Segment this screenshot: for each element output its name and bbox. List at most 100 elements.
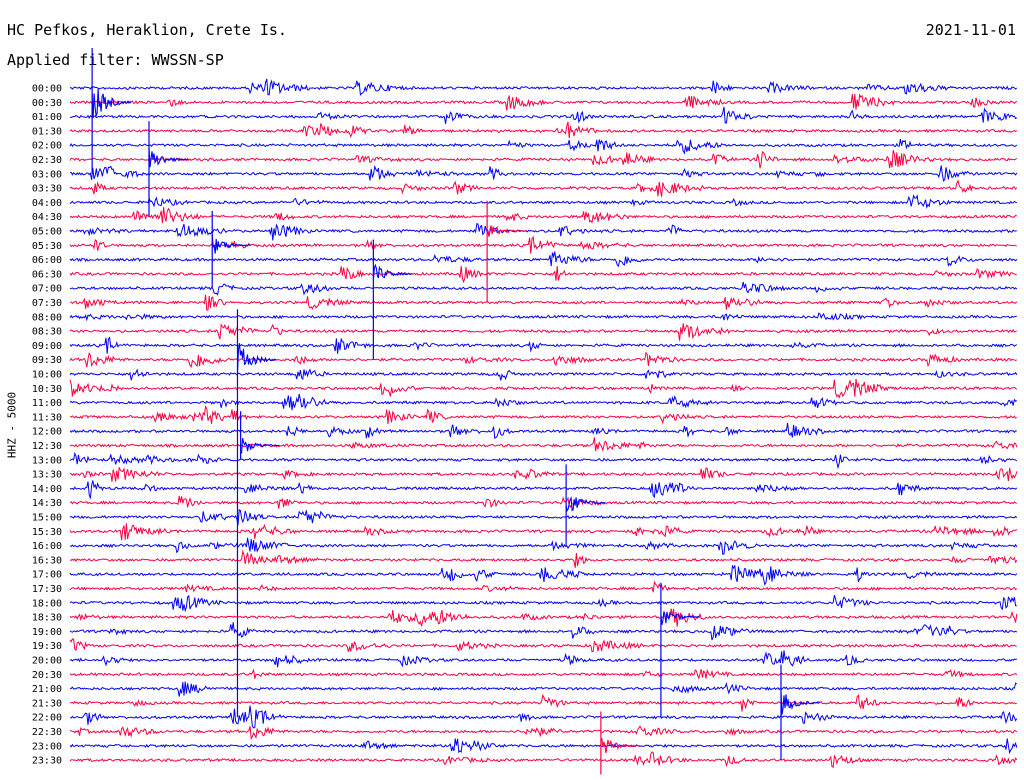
trace-row-0830 <box>69 323 1017 341</box>
row-time-label: 06:00 <box>32 255 62 266</box>
event-coda-3 <box>211 234 252 254</box>
trace-row-1730 <box>69 580 1018 593</box>
trace-row-1530 <box>69 523 1018 541</box>
row-time-label: 19:00 <box>32 627 62 638</box>
trace-row-1200 <box>69 423 1017 440</box>
trace-row-0230 <box>69 149 1018 169</box>
row-time-label: 10:00 <box>32 370 62 381</box>
row-time-label: 15:00 <box>32 513 62 524</box>
trace-row-0300 <box>69 164 1018 183</box>
trace-row-1800 <box>69 594 1017 613</box>
trace-row-0130 <box>69 121 1018 139</box>
event-coda-10 <box>780 691 821 715</box>
trace-row-0900 <box>69 336 1018 354</box>
row-time-label: 11:00 <box>32 398 62 409</box>
event-coda-5 <box>486 225 527 237</box>
row-time-label: 10:30 <box>32 384 62 395</box>
row-time-label: 19:30 <box>32 641 62 652</box>
event-coda-6 <box>240 437 280 454</box>
trace-row-2000 <box>69 650 1017 668</box>
row-time-label: 05:00 <box>32 227 62 238</box>
event-coda-4 <box>372 263 413 281</box>
trace-row-0930 <box>69 351 1017 368</box>
row-time-label: 22:00 <box>32 713 62 724</box>
row-time-label: 12:30 <box>32 441 62 452</box>
row-time-label: 01:30 <box>32 126 62 137</box>
row-time-label: 03:30 <box>32 184 62 195</box>
trace-row-0530 <box>69 235 1017 254</box>
event-coda-0 <box>91 88 132 119</box>
trace-row-1500 <box>69 509 1018 526</box>
row-time-label: 18:30 <box>32 613 62 624</box>
row-time-label: 05:30 <box>32 241 62 252</box>
trace-row-2100 <box>69 681 1018 697</box>
trace-row-1630 <box>69 549 1018 568</box>
row-time-label: 04:30 <box>32 212 62 223</box>
trace-row-0730 <box>69 294 1018 311</box>
row-time-label: 07:00 <box>32 284 62 295</box>
trace-row-1330 <box>69 467 1018 482</box>
trace-row-0100 <box>69 106 1018 124</box>
row-time-label: 13:30 <box>32 470 62 481</box>
row-time-label: 12:00 <box>32 427 62 438</box>
date-label: 2021-11-01 <box>925 21 1016 39</box>
trace-row-0630 <box>69 265 1017 284</box>
row-time-label: 20:30 <box>32 670 62 681</box>
trace-row-1400 <box>69 480 1018 499</box>
event-coda-7 <box>565 496 606 512</box>
row-time-label: 03:00 <box>32 169 62 180</box>
row-time-label: 08:30 <box>32 327 62 338</box>
row-time-label: 20:00 <box>32 656 62 667</box>
trace-row-0000 <box>69 78 1018 97</box>
trace-row-2030 <box>69 668 1018 680</box>
event-coda-8 <box>660 611 701 625</box>
row-time-label: 16:00 <box>32 541 62 552</box>
row-time-label: 15:30 <box>32 527 62 538</box>
row-time-label: 00:30 <box>32 98 62 109</box>
trace-row-0330 <box>69 179 1018 197</box>
trace-row-1600 <box>69 537 1018 555</box>
trace-row-0800 <box>69 312 1017 322</box>
trace-row-1230 <box>69 437 1018 453</box>
trace-row-1430 <box>69 495 1017 509</box>
row-time-label: 18:00 <box>32 598 62 609</box>
row-time-label: 21:30 <box>32 698 62 709</box>
row-time-label: 23:30 <box>32 756 62 767</box>
row-time-label: 02:00 <box>32 141 62 152</box>
row-time-label: 01:00 <box>32 112 62 123</box>
row-time-label: 22:30 <box>32 727 62 738</box>
trace-row-2330 <box>69 751 1018 768</box>
trace-row-0700 <box>69 281 1018 296</box>
trace-row-1000 <box>69 368 1018 381</box>
filter-label: Applied filter: WWSSN-SP <box>7 51 224 69</box>
trace-row-1130 <box>69 405 1018 425</box>
row-time-label: 04:00 <box>32 198 62 209</box>
row-time-label: 16:30 <box>32 555 62 566</box>
trace-row-2230 <box>69 725 1018 740</box>
trace-row-0400 <box>69 194 1018 209</box>
trace-row-2130 <box>69 693 1017 712</box>
row-time-label: 09:30 <box>32 355 62 366</box>
row-time-label: 09:00 <box>32 341 62 352</box>
trace-row-2200 <box>70 705 1018 729</box>
row-time-label: 11:30 <box>32 412 62 423</box>
station-title: HC Pefkos, Heraklion, Crete Is. <box>7 21 287 39</box>
event-coda-9 <box>600 737 641 753</box>
row-time-label: 17:30 <box>32 584 62 595</box>
trace-row-1700 <box>69 564 1018 586</box>
row-time-label: 14:00 <box>32 484 62 495</box>
trace-row-1300 <box>69 451 1018 470</box>
event-coda-1 <box>236 343 277 374</box>
trace-row-0430 <box>69 207 1017 224</box>
trace-row-0200 <box>69 139 1018 155</box>
row-time-label: 02:30 <box>32 155 62 166</box>
row-time-label: 07:30 <box>32 298 62 309</box>
trace-row-2300 <box>69 738 1018 755</box>
row-time-label: 23:00 <box>32 741 62 752</box>
trace-row-1930 <box>69 638 1017 653</box>
trace-row-1830 <box>69 608 1018 627</box>
trace-row-0600 <box>69 251 1018 268</box>
trace-row-1900 <box>69 622 1018 641</box>
trace-row-0030 <box>69 93 1018 111</box>
